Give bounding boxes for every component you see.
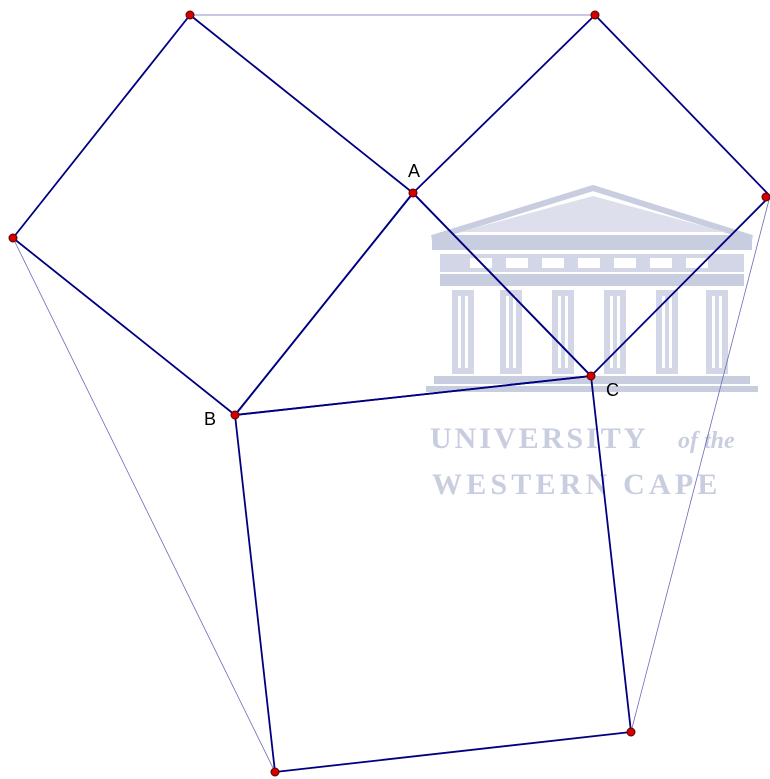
point-ab-top[interactable] <box>185 10 195 20</box>
point-bc-bottom-left[interactable] <box>270 767 280 777</box>
labels: A B C <box>204 161 619 429</box>
watermark-line1: UNIVERSITY <box>430 422 648 455</box>
point-a[interactable] <box>408 188 418 198</box>
connector-left <box>12 237 276 773</box>
connector-right <box>630 195 770 733</box>
label-a: A <box>408 161 420 181</box>
outer-connectors <box>12 14 770 773</box>
point-b[interactable] <box>230 410 240 420</box>
watermark-line2: WESTERN CAPE <box>432 468 722 501</box>
point-c[interactable] <box>586 371 596 381</box>
point-bc-bottom-right[interactable] <box>626 727 636 737</box>
label-c: C <box>606 380 619 400</box>
label-b: B <box>204 409 216 429</box>
edges <box>12 14 770 773</box>
vertices <box>8 10 770 777</box>
square-on-ab <box>12 14 414 416</box>
point-ab-left[interactable] <box>8 233 18 243</box>
point-ac-right[interactable] <box>761 192 770 202</box>
university-watermark: UNIVERSITY of the WESTERN CAPE <box>426 184 758 501</box>
triangle-abc <box>234 192 592 416</box>
point-ac-top[interactable] <box>590 10 600 20</box>
building-icon <box>426 184 758 392</box>
